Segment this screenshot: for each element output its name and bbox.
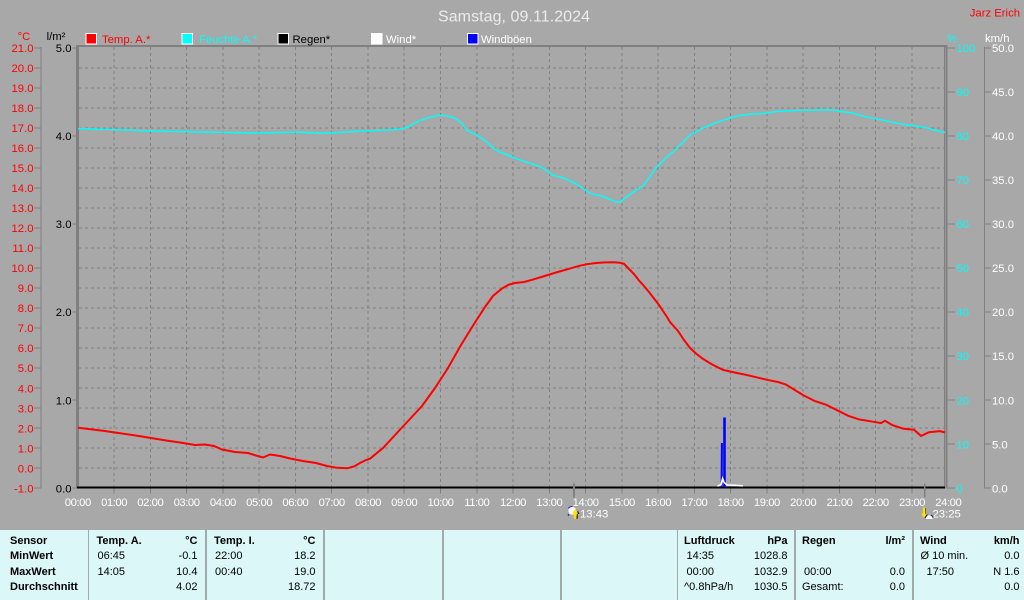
svg-text:11.0: 11.0	[12, 243, 33, 255]
svg-text:100: 100	[957, 43, 976, 55]
svg-text:13:00: 13:00	[536, 497, 562, 509]
svg-text:10: 10	[957, 439, 970, 451]
svg-text:23:25: 23:25	[933, 509, 961, 521]
svg-text:Regen*: Regen*	[293, 34, 331, 46]
svg-text:l/m²: l/m²	[47, 31, 66, 43]
svg-text:5.0: 5.0	[992, 439, 1008, 451]
svg-text:80: 80	[957, 131, 970, 143]
svg-text:45.0: 45.0	[992, 87, 1014, 99]
svg-text:1.0: 1.0	[18, 443, 34, 455]
svg-text:16:00: 16:00	[645, 497, 671, 509]
svg-text:19.0: 19.0	[12, 83, 34, 95]
svg-text:Temp. A.*: Temp. A.*	[102, 34, 151, 46]
svg-text:20.0: 20.0	[992, 307, 1014, 319]
svg-text:12.0: 12.0	[12, 223, 34, 235]
svg-text:14.0: 14.0	[12, 183, 34, 195]
svg-text:9.0: 9.0	[18, 283, 34, 295]
svg-text:19:00: 19:00	[754, 497, 780, 509]
svg-text:0.0: 0.0	[56, 483, 72, 495]
svg-text:2.0: 2.0	[18, 423, 34, 435]
svg-text:03:00: 03:00	[174, 497, 200, 509]
svg-text:24:00: 24:00	[935, 497, 961, 509]
svg-text:15.0: 15.0	[992, 351, 1014, 363]
svg-text:4.0: 4.0	[18, 383, 34, 395]
svg-text:21:00: 21:00	[826, 497, 852, 509]
svg-text:0.0: 0.0	[992, 483, 1008, 495]
svg-text:70: 70	[957, 175, 970, 187]
svg-text:18.0: 18.0	[12, 103, 34, 115]
svg-text:25.0: 25.0	[992, 263, 1014, 275]
svg-text:Windböen: Windböen	[481, 34, 532, 46]
svg-text:15.0: 15.0	[12, 163, 34, 175]
svg-text:Feuchte A.*: Feuchte A.*	[199, 34, 258, 46]
svg-text:14:00: 14:00	[573, 497, 599, 509]
svg-text:5.0: 5.0	[18, 363, 34, 375]
svg-text:09:00: 09:00	[391, 497, 417, 509]
svg-text:35.0: 35.0	[992, 175, 1014, 187]
svg-text:20: 20	[957, 395, 970, 407]
svg-text:4.0: 4.0	[56, 131, 72, 143]
svg-text:13.0: 13.0	[12, 203, 34, 215]
svg-text:20:00: 20:00	[790, 497, 816, 509]
svg-text:04:00: 04:00	[210, 497, 236, 509]
svg-text:02:00: 02:00	[137, 497, 163, 509]
svg-text:1.0: 1.0	[56, 395, 72, 407]
svg-text:23:00: 23:00	[899, 497, 925, 509]
svg-text:5.0: 5.0	[56, 43, 72, 55]
svg-text:50: 50	[957, 263, 970, 275]
svg-text:km/h: km/h	[985, 33, 1009, 45]
svg-text:40: 40	[957, 307, 970, 319]
svg-text:30: 30	[957, 351, 970, 363]
svg-text:°C: °C	[18, 31, 31, 43]
svg-text:0: 0	[957, 483, 963, 495]
svg-text:21.0: 21.0	[12, 43, 34, 55]
svg-text:13:43: 13:43	[580, 509, 608, 521]
svg-text:00:00: 00:00	[65, 497, 91, 509]
svg-text:06:00: 06:00	[282, 497, 308, 509]
svg-text:30.0: 30.0	[992, 219, 1014, 231]
svg-text:01:00: 01:00	[101, 497, 127, 509]
svg-text:8.0: 8.0	[18, 303, 34, 315]
svg-text:11:00: 11:00	[464, 497, 489, 509]
svg-text:05:00: 05:00	[246, 497, 272, 509]
svg-text:3.0: 3.0	[56, 219, 72, 231]
svg-text:90: 90	[957, 87, 970, 99]
svg-text:3.0: 3.0	[18, 403, 34, 415]
svg-text:2.0: 2.0	[56, 307, 72, 319]
svg-text:07:00: 07:00	[319, 497, 345, 509]
svg-text:-1.0: -1.0	[14, 483, 33, 495]
svg-text:10.0: 10.0	[992, 395, 1014, 407]
svg-text:Jarz Erich: Jarz Erich	[970, 8, 1020, 20]
svg-text:10.0: 10.0	[12, 263, 34, 275]
svg-text:10:00: 10:00	[427, 497, 453, 509]
svg-text:0.0: 0.0	[18, 463, 34, 475]
svg-text:15:00: 15:00	[609, 497, 635, 509]
svg-text:17.0: 17.0	[12, 123, 34, 135]
svg-text:60: 60	[957, 219, 970, 231]
svg-text:7.0: 7.0	[18, 323, 34, 335]
svg-text:%: %	[947, 33, 957, 45]
svg-text:50.0: 50.0	[992, 43, 1014, 55]
svg-text:12:00: 12:00	[500, 497, 526, 509]
svg-text:22:00: 22:00	[863, 497, 889, 509]
svg-text:16.0: 16.0	[12, 143, 34, 155]
svg-text:17:00: 17:00	[681, 497, 707, 509]
svg-text:6.0: 6.0	[18, 343, 34, 355]
svg-text:Samstag, 09.11.2024: Samstag, 09.11.2024	[438, 9, 590, 26]
svg-text:08:00: 08:00	[355, 497, 381, 509]
svg-text:18:00: 18:00	[718, 497, 744, 509]
svg-text:Wind*: Wind*	[386, 34, 417, 46]
svg-text:20.0: 20.0	[12, 63, 34, 75]
svg-text:40.0: 40.0	[992, 131, 1014, 143]
